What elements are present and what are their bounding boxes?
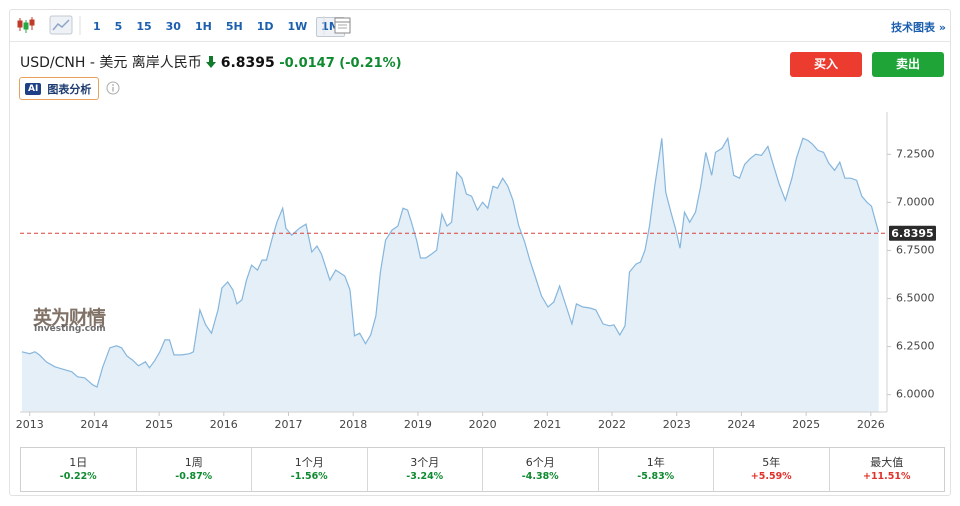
- timeframe-button[interactable]: 1D: [256, 20, 274, 33]
- y-tick-label: 6.5000: [896, 292, 935, 305]
- change: -0.0147: [279, 56, 335, 71]
- period-label: 5年: [762, 456, 781, 469]
- info-icon[interactable]: [106, 81, 120, 95]
- ai-icon: AI: [25, 82, 42, 95]
- chart-type-icons: [17, 15, 81, 35]
- toolbar-divider: [10, 41, 951, 42]
- timeframe-button[interactable]: 1H: [194, 20, 212, 33]
- period-change: +11.51%: [862, 471, 911, 482]
- quote-header: USD/CNH - 美元 离岸人民币 6.8395 -0.0147 (-0.21…: [20, 52, 402, 72]
- period-change: -1.56%: [290, 471, 328, 482]
- x-tick-label: 2022: [598, 418, 626, 431]
- x-tick-label: 2015: [145, 418, 173, 431]
- y-tick-label: 7.0000: [896, 195, 935, 208]
- current-price-label: 6.8395: [891, 227, 933, 240]
- period-change: -0.22%: [59, 471, 97, 482]
- y-tick-label: 6.7500: [896, 243, 935, 256]
- period-label: 6个月: [525, 456, 555, 469]
- period-change: -5.83%: [637, 471, 675, 482]
- x-tick-label: 2021: [533, 418, 561, 431]
- period-change: -0.87%: [175, 471, 213, 482]
- timeframe-button[interactable]: 1: [93, 20, 101, 33]
- period-label: 1日: [69, 456, 88, 469]
- table-icon[interactable]: [322, 15, 356, 37]
- symbol: USD/CNH - 美元 离岸人民币: [20, 55, 202, 71]
- period-label: 1年: [646, 456, 665, 469]
- timeframe-button[interactable]: 1W: [287, 20, 308, 33]
- x-tick-label: 2019: [404, 418, 432, 431]
- timeframe-button[interactable]: 30: [165, 20, 181, 33]
- ai-analysis-button[interactable]: AI 图表分析: [19, 77, 100, 100]
- y-tick-label: 6.2500: [896, 340, 935, 353]
- price: 6.8395: [220, 55, 275, 71]
- period-change: -3.24%: [406, 471, 444, 482]
- x-tick-label: 2013: [16, 418, 44, 431]
- x-tick-label: 2018: [339, 418, 367, 431]
- performance-cell: 1日 -0.22%: [21, 448, 136, 491]
- performance-cell: 5年 +5.59%: [713, 448, 829, 491]
- x-tick-label: 2024: [727, 418, 755, 431]
- change-percent: (-0.21%): [339, 56, 402, 71]
- x-tick-label: 2026: [857, 418, 885, 431]
- period-label: 1周: [184, 456, 203, 469]
- watermark-site: Investing.com: [34, 324, 106, 334]
- period-label: 1个月: [294, 456, 324, 469]
- x-tick-label: 2023: [663, 418, 691, 431]
- performance-cell: 最大值 +11.51%: [828, 448, 945, 491]
- performance-cell: 6个月 -4.38%: [482, 448, 598, 491]
- timeframe-button[interactable]: 15: [136, 20, 152, 33]
- area-fill: [21, 138, 879, 413]
- x-tick-label: 2016: [210, 418, 238, 431]
- x-tick-label: 2025: [792, 418, 820, 431]
- timeframe-button[interactable]: 5H: [225, 20, 243, 33]
- performance-cell: 1年 -5.83%: [597, 448, 714, 491]
- period-change: +5.59%: [750, 471, 792, 482]
- buy-button[interactable]: 买入: [790, 52, 862, 77]
- period-label: 3个月: [410, 456, 440, 469]
- x-tick-label: 2017: [275, 418, 303, 431]
- timeframe-button[interactable]: 5: [114, 20, 123, 33]
- period-change: -4.38%: [521, 471, 559, 482]
- widget-frame: [9, 9, 951, 496]
- performance-cell: 1周 -0.87%: [135, 448, 252, 491]
- chart: 2013 2014 2015 2016 2017 2018 2019 2020 2021 2022…: [16, 112, 936, 431]
- technical-chart-link[interactable]: 技术图表 »: [891, 21, 946, 34]
- sell-button[interactable]: 卖出: [872, 52, 944, 77]
- watermark-brand: 英为财情: [33, 307, 106, 329]
- performance-cell: 3个月 -3.24%: [366, 448, 483, 491]
- y-tick-label: 6.0000: [896, 388, 935, 401]
- x-tick-label: 2014: [80, 418, 108, 431]
- current-price-box: [889, 225, 936, 241]
- y-tick-label: 7.2500: [896, 147, 935, 160]
- period-label: 最大值: [870, 456, 904, 469]
- down-arrow: [206, 56, 217, 68]
- price-line: [21, 136, 880, 388]
- performance-cell: 1个月 -1.56%: [251, 448, 367, 491]
- x-tick-label: 2020: [469, 418, 497, 431]
- performance-table: 1日 -0.22% 1周 -0.87% 1个月 -1.56% 3个月 -3.24% 6个月 -4.…: [20, 447, 945, 492]
- ai-label: 图表分析: [47, 82, 92, 96]
